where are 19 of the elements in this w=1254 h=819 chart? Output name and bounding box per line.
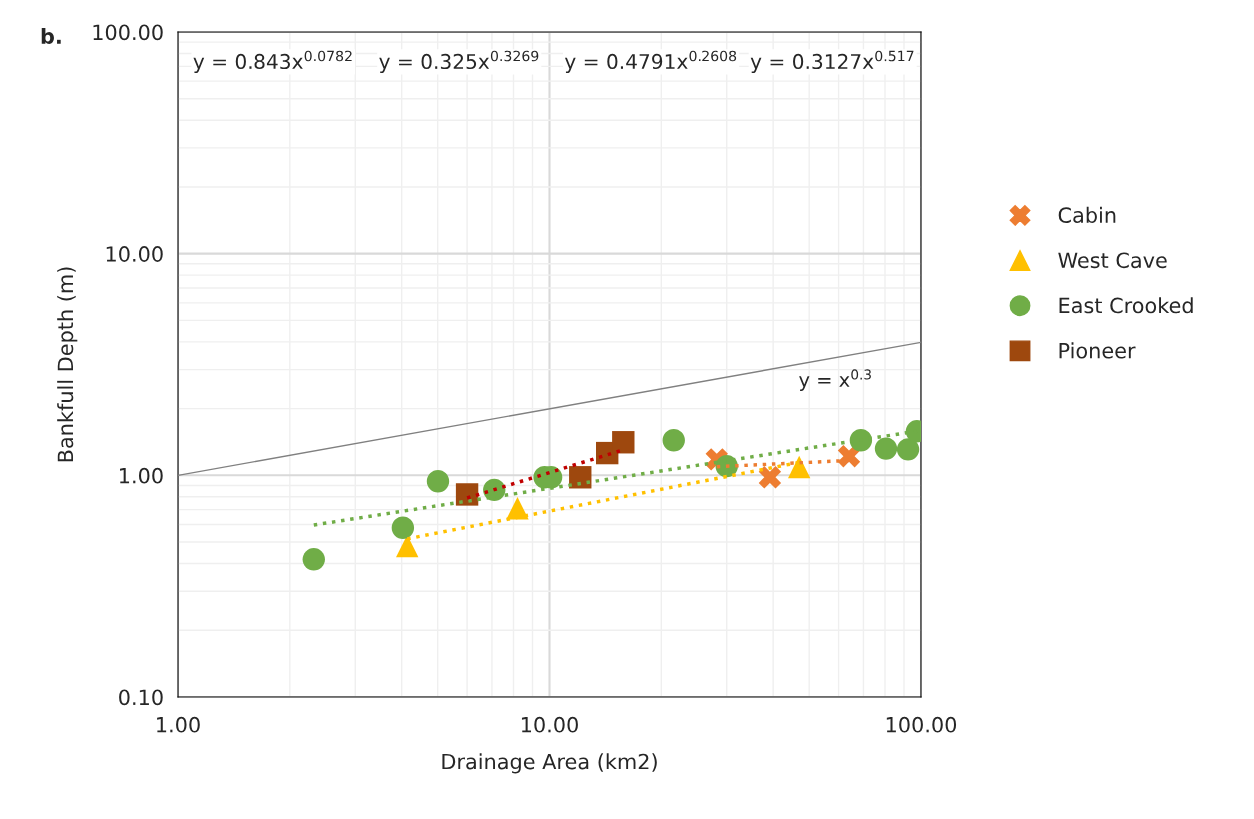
text: b.: [41, 27, 61, 45]
x-tick-label: 10.00: [521, 716, 578, 733]
y-tick-label: 1.00: [120, 467, 163, 484]
legend-label: West Cave: [1058, 252, 1167, 269]
x-axis-title: Drainage Area (km2): [442, 753, 657, 774]
legend-label: East Crooked: [1059, 297, 1193, 314]
annotation: y = 0.3127x$^{0.517}$: [750, 50, 914, 74]
x-tick-label: 1.00: [157, 716, 200, 733]
y-tick-label: 0.10: [119, 689, 163, 706]
y-axis-title: Bankfull Depth (m): [57, 267, 78, 462]
annotation: y = 0.843x$^{0.0782}$: [193, 50, 352, 74]
y-tick-label: 100.00: [93, 24, 163, 41]
annotation: y = 0.4791x$^{0.2608}$: [564, 50, 737, 74]
annotation: y = 0.325x$^{0.3269}$: [379, 50, 539, 74]
legend-label: Cabin: [1058, 206, 1116, 223]
annotation: y = x$^{0.3}$: [799, 369, 871, 391]
legend-label: Pioneer: [1059, 342, 1136, 359]
y-tick-label: 10.00: [106, 246, 163, 262]
x-tick-label: 100.00: [886, 716, 957, 733]
